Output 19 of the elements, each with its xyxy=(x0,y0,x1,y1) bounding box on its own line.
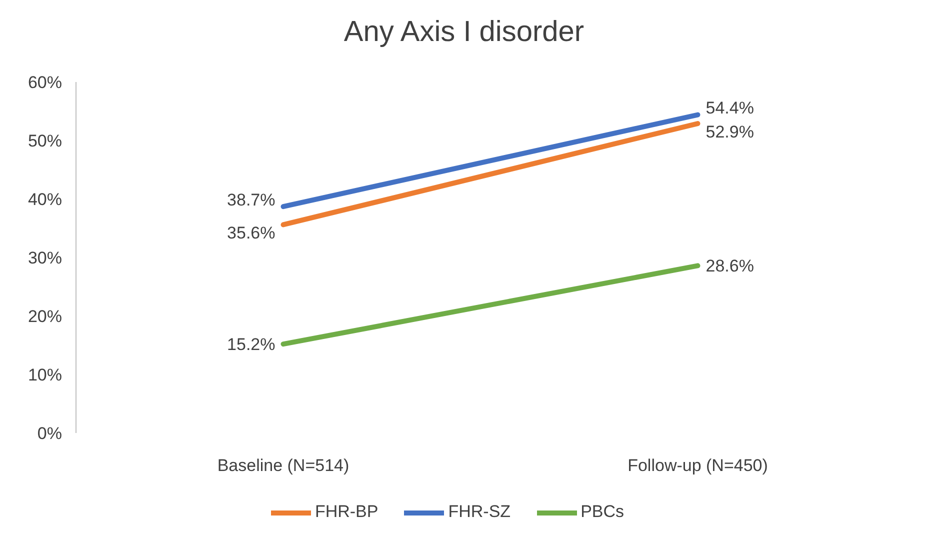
y-tick-label: 0% xyxy=(37,424,62,444)
y-tick-label: 40% xyxy=(28,190,62,210)
data-label: 28.6% xyxy=(706,256,754,276)
y-tick-label: 20% xyxy=(28,307,62,326)
y-tick-label: 60% xyxy=(28,73,62,92)
data-label: 52.9% xyxy=(706,122,754,142)
legend-label: FHR-BP xyxy=(314,502,378,522)
data-label: 38.7% xyxy=(227,190,276,210)
legend-label: PBCs xyxy=(580,502,624,522)
y-tick-label: 30% xyxy=(28,248,62,268)
data-label: 54.4% xyxy=(706,98,754,118)
chart-title: Any Axis I disorder xyxy=(342,16,586,49)
x-tick-label: Baseline (N=514) xyxy=(217,456,350,476)
y-tick-label: 10% xyxy=(28,366,62,385)
legend-label: FHR-SZ xyxy=(448,502,511,522)
data-label: 15.2% xyxy=(227,335,276,354)
y-tick-label: 50% xyxy=(28,132,62,151)
x-tick-label: Follow-up (N=450) xyxy=(628,456,768,476)
data-label: 35.6% xyxy=(227,224,276,243)
